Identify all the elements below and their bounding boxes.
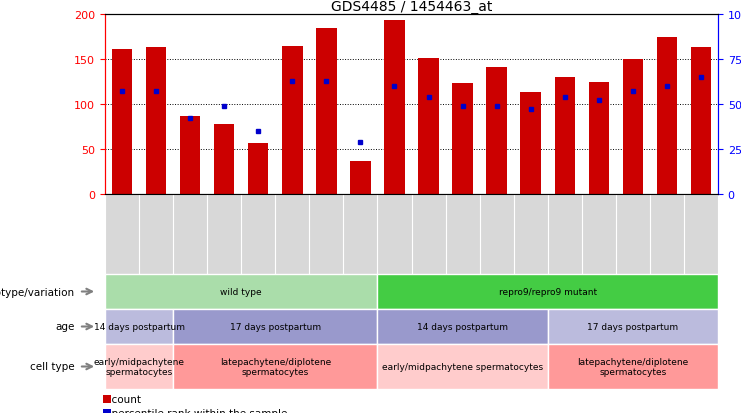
Bar [486,68,507,195]
Bar [105,344,173,389]
Bar [316,29,336,195]
Text: latepachytene/diplotene
spermatocytes: latepachytene/diplotene spermatocytes [577,357,688,376]
Bar [173,344,377,389]
Bar [691,48,711,195]
Bar [548,309,718,344]
Title: GDS4485 / 1454463_at: GDS4485 / 1454463_at [330,0,492,14]
Text: early/midpachytene spermatocytes: early/midpachytene spermatocytes [382,362,543,371]
Bar [377,344,548,389]
Bar [105,309,173,344]
Text: cell type: cell type [30,362,75,372]
Bar [105,274,377,309]
Bar [452,84,473,195]
Bar [146,48,166,195]
Bar [214,124,234,195]
Bar [548,344,718,389]
Bar [180,116,200,195]
Text: percentile rank within the sample: percentile rank within the sample [105,408,288,413]
Text: count: count [105,394,141,404]
Text: 17 days postpartum: 17 days postpartum [588,322,679,331]
Bar [419,59,439,195]
Bar [377,274,718,309]
Bar [282,46,302,195]
Bar [248,143,268,195]
Bar [520,93,541,195]
Text: repro9/repro9 mutant: repro9/repro9 mutant [499,287,597,296]
Text: 14 days postpartum: 14 days postpartum [417,322,508,331]
Bar [622,60,643,195]
Bar [385,21,405,195]
Text: age: age [56,322,75,332]
Text: wild type: wild type [220,287,262,296]
Bar [377,309,548,344]
Text: early/midpachytene
spermatocytes: early/midpachytene spermatocytes [93,357,185,376]
Bar [554,78,575,195]
Bar [350,161,370,195]
Text: genotype/variation: genotype/variation [0,287,75,297]
Bar [657,38,677,195]
Text: 14 days postpartum: 14 days postpartum [93,322,185,331]
Bar [112,50,132,195]
Bar [588,83,609,195]
Text: 17 days postpartum: 17 days postpartum [230,322,321,331]
Bar [173,309,377,344]
Text: latepachytene/diplotene
spermatocytes: latepachytene/diplotene spermatocytes [219,357,331,376]
